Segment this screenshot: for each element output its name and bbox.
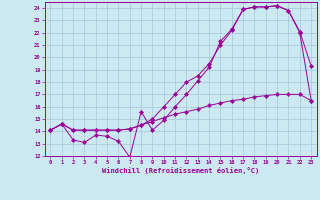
X-axis label: Windchill (Refroidissement éolien,°C): Windchill (Refroidissement éolien,°C)	[102, 167, 260, 174]
